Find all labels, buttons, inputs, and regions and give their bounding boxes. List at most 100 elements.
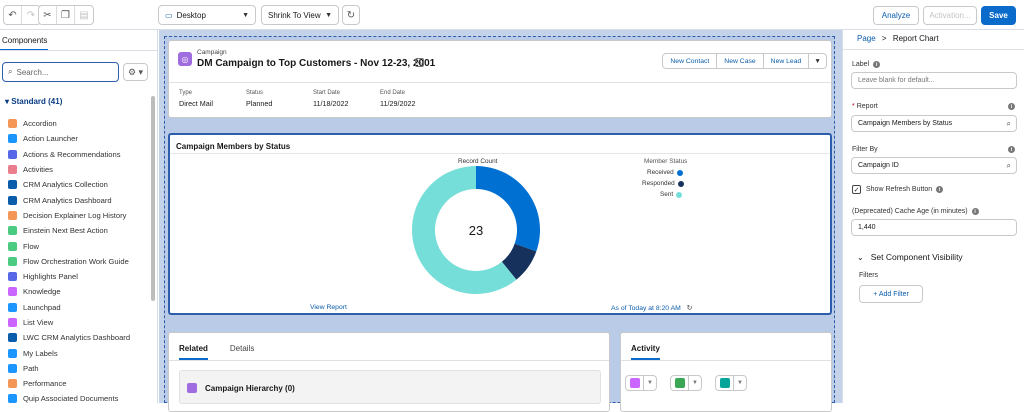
standard-section-header[interactable]: ▾ Standard (41): [5, 97, 62, 106]
divider: [170, 153, 830, 154]
legend-swatch: [677, 180, 684, 187]
filter-label-text: Filter By: [852, 146, 878, 153]
new-contact-button[interactable]: New Contact: [663, 54, 718, 68]
more-actions-button[interactable]: ▼: [809, 54, 826, 68]
undo-redo-group: ↶ ↷: [3, 5, 41, 25]
legend-title: Member Status: [644, 158, 688, 165]
component-label: Accordion: [23, 119, 57, 129]
component-icon: [8, 256, 17, 266]
report-lookup-input[interactable]: Campaign Members by Status ⌕: [851, 115, 1017, 132]
component-item[interactable]: Accordion: [8, 116, 130, 131]
tab-components[interactable]: Components: [0, 30, 48, 51]
component-label: Quip Associated Documents: [23, 394, 119, 403]
report-chart-component[interactable]: Campaign Members by Status Record Count …: [168, 133, 832, 315]
component-item[interactable]: Action Launcher: [8, 131, 130, 146]
activity-card: Activity ▼ ▼ ▼: [620, 332, 832, 412]
component-item[interactable]: LWC CRM Analytics Dashboard: [8, 330, 130, 345]
component-label: CRM Analytics Dashboard: [23, 195, 112, 205]
component-item[interactable]: Quip Associated Documents: [8, 391, 130, 403]
show-refresh-checkbox[interactable]: ✓: [852, 185, 861, 194]
legend-item-sent[interactable]: Sent: [660, 191, 683, 198]
campaign-hierarchy-card[interactable]: Campaign Hierarchy (0): [179, 370, 601, 404]
undo-icon[interactable]: ↶: [4, 6, 22, 24]
component-label: Highlights Panel: [23, 272, 78, 282]
tab-related[interactable]: Related: [179, 344, 208, 360]
info-icon[interactable]: i: [971, 208, 979, 215]
copy-icon[interactable]: ❐: [57, 6, 75, 24]
donut-total-label: 23: [469, 223, 483, 238]
activation-button[interactable]: Activation...: [923, 6, 977, 25]
new-task-button[interactable]: ▼: [670, 375, 702, 391]
view-select-value: Shrink To View: [268, 10, 321, 20]
component-item[interactable]: Launchpad: [8, 300, 130, 315]
component-item[interactable]: Flow: [8, 238, 130, 253]
new-event-button[interactable]: ▼: [625, 375, 657, 391]
component-item[interactable]: My Labels: [8, 345, 130, 360]
search-input[interactable]: ⌕ Search...: [2, 62, 119, 82]
component-item[interactable]: Actions & Recommendations: [8, 147, 130, 162]
component-label: Einstein Next Best Action: [23, 226, 108, 236]
settings-gear-button[interactable]: ⚙ ▾: [123, 63, 148, 81]
donut-slice-received[interactable]: [476, 166, 540, 252]
new-lead-button[interactable]: New Lead: [764, 54, 810, 68]
component-item[interactable]: Performance: [8, 376, 130, 391]
info-icon[interactable]: i: [936, 186, 944, 193]
component-item[interactable]: Activities: [8, 162, 130, 177]
component-item[interactable]: Flow Orchestration Work Guide: [8, 254, 130, 269]
component-item[interactable]: Einstein Next Best Action: [8, 223, 130, 238]
component-item[interactable]: List View: [8, 315, 130, 330]
save-button[interactable]: Save: [981, 6, 1016, 25]
component-item[interactable]: Highlights Panel: [8, 269, 130, 284]
component-item[interactable]: Knowledge: [8, 284, 130, 299]
tab-activity[interactable]: Activity: [631, 344, 660, 360]
analyze-button[interactable]: Analyze: [873, 6, 919, 25]
divider: [621, 360, 831, 361]
chevron-down-icon: ▼: [325, 12, 332, 19]
refresh-label-text: Show Refresh Button: [866, 186, 933, 193]
chart-title: Record Count: [458, 158, 498, 165]
component-label: Action Launcher: [23, 134, 78, 144]
view-report-link[interactable]: View Report: [310, 304, 347, 311]
field-status: Status Planned: [246, 90, 313, 108]
device-select[interactable]: ▭ Desktop ▼: [158, 5, 256, 25]
components-panel: Components ⌕ Search... ⚙ ▾ ▾ Standard (4…: [0, 30, 158, 403]
new-case-button[interactable]: New Case: [717, 54, 764, 68]
add-filter-button[interactable]: + Add Filter: [859, 285, 923, 303]
component-item[interactable]: Path: [8, 361, 130, 376]
set-visibility-section[interactable]: ⌄ Set Component Visibility: [857, 252, 963, 262]
redo-icon[interactable]: ↷: [26, 9, 36, 21]
call-icon: [719, 378, 730, 388]
component-icon: [8, 348, 17, 358]
cache-age-input[interactable]: 1,440: [851, 219, 1017, 236]
log-call-button[interactable]: ▼: [715, 375, 747, 391]
donut-slice-responded[interactable]: [501, 243, 537, 280]
component-item[interactable]: CRM Analytics Collection: [8, 177, 130, 192]
cut-icon[interactable]: ✂: [39, 6, 57, 24]
view-select[interactable]: Shrink To View ▼: [261, 5, 339, 25]
filter-lookup-input[interactable]: Campaign ID ⌕: [851, 157, 1017, 174]
donut-slice-sent[interactable]: [412, 166, 517, 294]
legend-item-responded[interactable]: Responded: [642, 180, 684, 187]
highlights-panel[interactable]: ◎ Campaign DM Campaign to Top Customers …: [168, 40, 832, 118]
related-tabs-card: Related Details Campaign Hierarchy (0): [168, 332, 610, 412]
component-item[interactable]: CRM Analytics Dashboard: [8, 192, 130, 207]
field-value: Direct Mail: [179, 99, 213, 108]
paste-icon[interactable]: ▤: [79, 9, 89, 21]
filter-field-label: Filter By: [852, 146, 878, 153]
refresh-icon[interactable]: ↻: [342, 5, 360, 25]
desktop-icon: ▭: [165, 10, 173, 20]
tab-details[interactable]: Details: [229, 344, 255, 353]
label-placeholder: Leave blank for default...: [858, 77, 935, 84]
info-icon[interactable]: i: [1008, 103, 1015, 110]
component-label: Path: [23, 363, 39, 373]
info-icon[interactable]: i: [1008, 146, 1015, 153]
breadcrumb-page-link[interactable]: Page: [857, 34, 876, 43]
legend-item-received[interactable]: Received: [647, 169, 683, 176]
refresh-icon[interactable]: ↻: [686, 305, 693, 312]
label-input[interactable]: Leave blank for default...: [851, 72, 1017, 89]
info-icon[interactable]: i: [873, 61, 881, 68]
chevron-down-icon: ▼: [692, 380, 698, 386]
component-label: Actions & Recommendations: [23, 149, 121, 159]
scrollbar[interactable]: [151, 96, 155, 301]
component-item[interactable]: Decision Explainer Log History: [8, 208, 130, 223]
